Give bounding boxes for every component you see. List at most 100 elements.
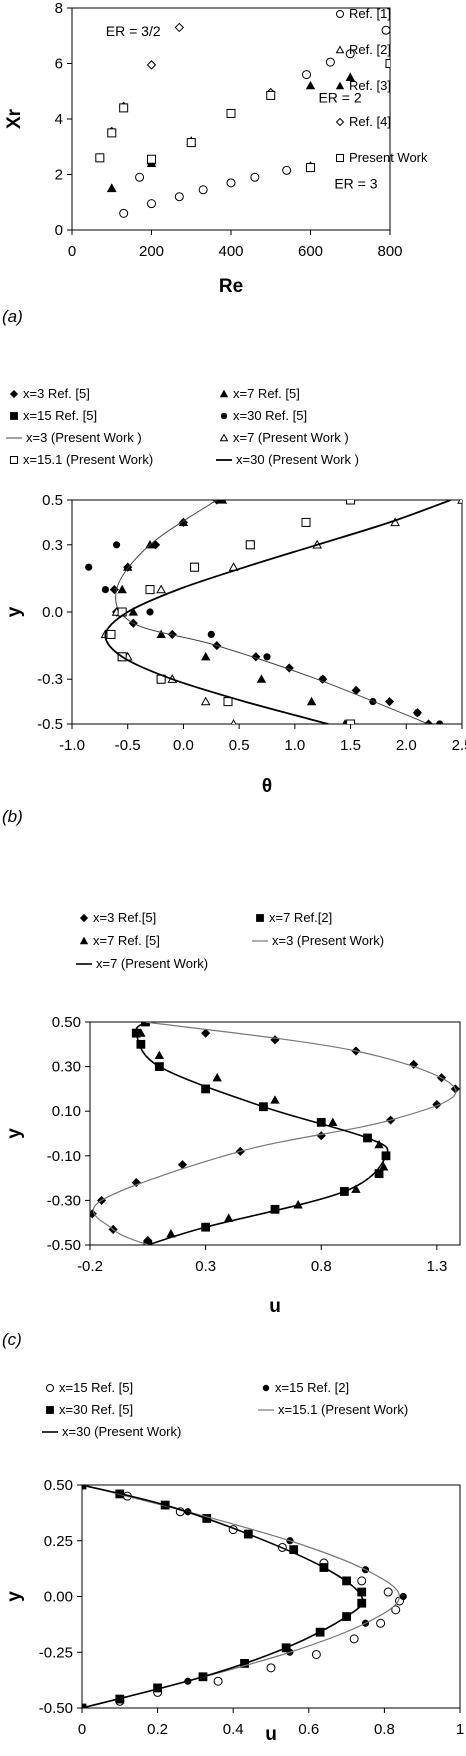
series-line (82, 1485, 401, 1708)
y-tick-label: 2 (55, 167, 63, 184)
legend-label: x=3 (Present Work) (272, 933, 384, 948)
plot-area-a (71, 7, 391, 231)
data-point (250, 172, 260, 182)
data-point (316, 1131, 326, 1141)
y-tick-label: 0.50 (52, 1014, 81, 1031)
legend-swatch (219, 433, 229, 442)
panel-label: (b) (2, 807, 23, 826)
panel-label: (a) (2, 307, 23, 326)
series-a-3 (95, 22, 276, 163)
data-point (190, 562, 200, 572)
data-point (217, 500, 228, 504)
legend-a: Ref. [1] Ref. [2] Ref. [3] Ref. [4] Present … (335, 6, 428, 165)
annotation: ER = 3/2 (106, 23, 161, 39)
data-point (266, 90, 276, 100)
chart-c: -0.2 0.3 0.8 1.3 0.50 0.30 0.10 -0.10 -0.30 -0.50… (2, 910, 461, 1349)
series-b-5 (100, 500, 462, 724)
data-point (245, 540, 255, 550)
series-a-0 (119, 25, 390, 218)
y-tick-label: -0.50 (39, 1700, 73, 1717)
x-tick-label: 1.5 (340, 737, 361, 754)
data-point (147, 199, 156, 209)
data-point (135, 172, 145, 182)
legend-item: x=7 Ref.[2] (256, 910, 332, 925)
data-point (146, 608, 154, 616)
series-layer-b (85, 500, 462, 724)
data-point (223, 697, 233, 707)
legend-item: x=3 (Present Work ) (6, 430, 142, 445)
data-point (82, 1485, 87, 1490)
legend-swatch (220, 412, 228, 420)
x-tick-label: 800 (377, 243, 402, 260)
data-point (305, 80, 316, 90)
data-point (226, 108, 236, 118)
legend-item: x=7 Ref. [5] (79, 933, 160, 948)
series-line (82, 1485, 364, 1708)
data-point (198, 185, 208, 195)
data-point (436, 720, 444, 724)
data-point (266, 1663, 276, 1673)
legend-label: x=30 Ref. [5] (59, 1402, 133, 1417)
legend-swatch (335, 45, 345, 54)
x-axis-label: u (269, 1296, 281, 1317)
data-point (117, 584, 127, 594)
data-point (357, 1576, 367, 1586)
chart-a: 0 200 400 600 800 0 2 4 6 8 Re Xr (a) ER = 3/2 ER = 2 E… (2, 0, 428, 326)
legend-item: Present Work (336, 150, 428, 165)
legend-item: x=15 Ref. [5] (46, 1380, 133, 1395)
legend-item: x=7 (Present Work) (76, 956, 208, 971)
x-tick-label: -0.2 (77, 1258, 103, 1275)
legend-item: x=3 Ref. [5] (9, 386, 90, 401)
data-point (457, 500, 462, 504)
data-point (112, 541, 121, 549)
annotation: ER = 2 (318, 89, 361, 105)
series-b-2 (106, 500, 355, 724)
series-b-0 (109, 500, 434, 724)
y-axis-label: y (4, 1591, 25, 1602)
data-point (328, 1117, 338, 1126)
x-tick-label: 0.4 (223, 1721, 244, 1738)
data-point (82, 1703, 87, 1708)
legend-label: x=15.1 (Present Work) (278, 1402, 408, 1417)
x-tick-label: 2.0 (396, 737, 417, 754)
legend-swatch (46, 1406, 54, 1414)
data-point (147, 154, 156, 164)
data-point (351, 1184, 361, 1193)
y-tick-label: -0.10 (47, 1148, 81, 1165)
legend-label: x=15 Ref. [5] (59, 1380, 133, 1395)
data-point (230, 718, 237, 724)
legend-item: x=30 (Present Work) (42, 1424, 181, 1439)
data-point (95, 153, 105, 163)
data-point (146, 60, 157, 70)
data-point (346, 500, 356, 505)
series-line (135, 1022, 389, 1245)
data-point (385, 697, 395, 707)
data-point (85, 563, 93, 571)
data-point (174, 22, 185, 33)
data-point (349, 1634, 359, 1644)
legend-label: x=3 Ref.[5] (93, 910, 156, 925)
y-tick-label: 0 (55, 222, 63, 239)
data-point (301, 517, 311, 527)
data-point (156, 629, 166, 638)
panel-label: (c) (2, 1330, 22, 1349)
series-line (104, 500, 452, 724)
series-d-3 (82, 1485, 401, 1708)
series-b-6 (106, 500, 356, 724)
legend-label: x=7 Ref. [5] (93, 933, 160, 948)
legend-swatch (10, 412, 18, 420)
data-point (212, 1072, 222, 1082)
data-point (383, 1587, 393, 1597)
legend-item: x=3 Ref.[5] (79, 910, 156, 925)
x-tick-label: 600 (298, 243, 323, 260)
plot-area-c (89, 1021, 461, 1246)
legend-label: x=7 Ref.[2] (269, 910, 332, 925)
y-tick-label: 0.50 (44, 1477, 73, 1494)
data-point (270, 1095, 280, 1104)
x-axis-label: u (265, 1724, 277, 1745)
legend-label: x=30 (Present Work) (62, 1424, 181, 1439)
x-axis-label: Re (219, 276, 243, 297)
y-tick-label: 8 (55, 0, 63, 17)
legend-swatch (79, 913, 89, 923)
x-tick-label: 0.2 (147, 1721, 168, 1738)
